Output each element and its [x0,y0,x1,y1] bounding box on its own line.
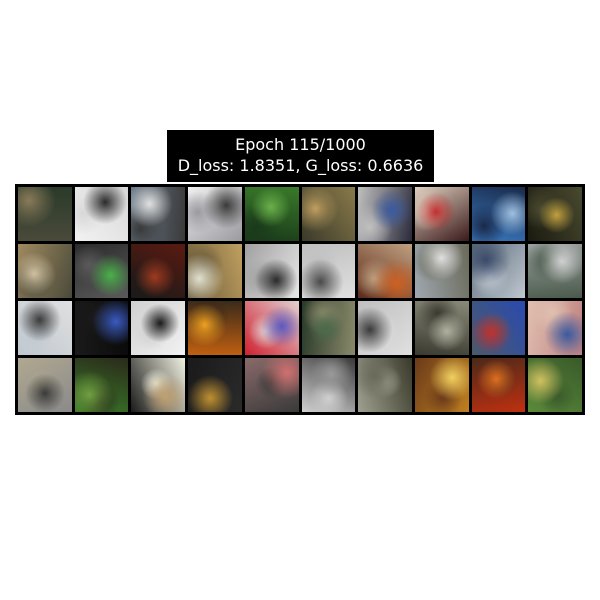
sample-image [131,301,186,355]
sample-image [188,244,242,298]
sample-image [244,244,299,298]
sample-image [471,301,526,355]
sample-image [528,244,582,298]
generated-samples-grid [15,184,585,415]
sample-image [528,358,582,412]
sample-image [301,358,356,412]
sample-image [301,244,356,298]
sample-image [358,244,412,298]
sample-image [131,358,186,412]
sample-image [131,244,186,298]
sample-image [131,187,186,241]
sample-image [188,301,242,355]
sample-image [528,301,582,355]
title-losses: D_loss: 1.8351, G_loss: 0.6636 [177,156,424,175]
sample-image [358,301,412,355]
sample-image [244,358,299,412]
sample-image [18,301,72,355]
sample-image [188,358,242,412]
sample-image [414,187,469,241]
sample-image [18,187,72,241]
sample-image [18,244,72,298]
sample-image [74,187,129,241]
sample-image [471,244,526,298]
sample-image [414,244,469,298]
title-epoch: Epoch 115/1000 [235,135,366,154]
sample-image [414,358,469,412]
sample-image [74,301,129,355]
figure-title: Epoch 115/1000 D_loss: 1.8351, G_loss: 0… [167,130,434,182]
sample-image [18,358,72,412]
sample-image [471,187,526,241]
sample-image [414,301,469,355]
sample-image [358,187,412,241]
sample-image [528,187,582,241]
sample-image [358,358,412,412]
sample-image [471,358,526,412]
sample-image [301,187,356,241]
sample-image [74,358,129,412]
sample-image [301,301,356,355]
sample-image [244,187,299,241]
sample-image [244,301,299,355]
sample-image [74,244,129,298]
sample-image [188,187,242,241]
